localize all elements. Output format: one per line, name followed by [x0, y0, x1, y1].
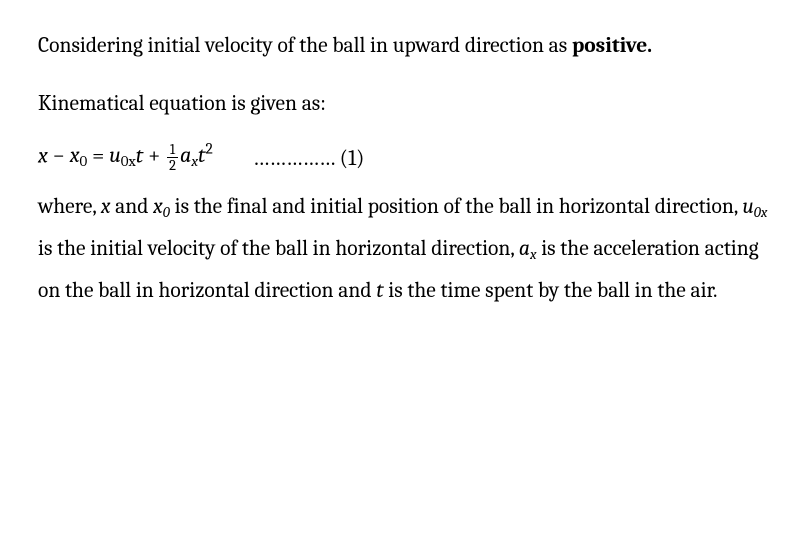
text: and	[110, 195, 153, 219]
sym-x0: x0	[70, 142, 88, 168]
sym-u-base: u	[109, 142, 121, 168]
sym-u0x: u0x	[742, 195, 767, 219]
paragraph-intro-equation: Kinematical equation is given as:	[38, 84, 777, 126]
fraction-numerator: 1	[167, 142, 178, 157]
sym-t-squared: t2	[198, 142, 213, 168]
sym-a-base: a	[180, 142, 191, 168]
text: where,	[38, 195, 101, 219]
sym-u-base: u	[742, 195, 753, 219]
eqnum-close: )	[356, 145, 364, 171]
sym-u-sub: 0x	[121, 153, 136, 170]
eqnum-value: 1	[348, 145, 356, 171]
fraction-denominator: 2	[167, 157, 178, 173]
leader-dots: ……………	[253, 145, 335, 171]
sym-t2-power: 2	[205, 140, 212, 158]
text: is the final and initial position of the…	[170, 195, 742, 219]
op-plus: +	[143, 142, 165, 168]
sym-x0-base: x	[70, 142, 80, 168]
sym-u0x: u0x	[109, 142, 136, 168]
fraction-half: 12	[167, 142, 178, 173]
sym-x0-base: x	[153, 195, 163, 219]
kinematic-equation: x − x0 = u0xt + 12axt2	[38, 142, 213, 173]
equation-number: …………… (1)	[253, 147, 365, 169]
sym-a-sub: x	[191, 153, 198, 170]
sym-u-sub: 0x	[754, 204, 768, 221]
sym-x0: x0	[153, 195, 170, 219]
paragraph-symbol-definitions: where, x and x0 is the final and initial…	[38, 187, 777, 313]
text: Considering initial velocity of the ball…	[38, 34, 572, 58]
equation-line: x − x0 = u0xt + 12axt2 …………… (1)	[38, 142, 777, 173]
text-positive: positive.	[572, 34, 652, 58]
sym-a-base: a	[519, 237, 530, 261]
sym-x0-sub: 0	[163, 204, 170, 221]
op-equals: =	[87, 142, 109, 168]
text: is the time spent by the ball in the air…	[384, 279, 718, 303]
sym-x: x	[38, 142, 48, 168]
sym-t: t	[376, 279, 383, 303]
op-minus: −	[48, 142, 70, 168]
sym-ax: ax	[180, 142, 198, 168]
sym-x: x	[101, 195, 111, 219]
eqnum-open: (	[335, 145, 348, 171]
paragraph-sign-convention: Considering initial velocity of the ball…	[38, 26, 777, 68]
text: is the initial velocity of the ball in h…	[38, 237, 519, 261]
sym-ax: ax	[519, 237, 537, 261]
